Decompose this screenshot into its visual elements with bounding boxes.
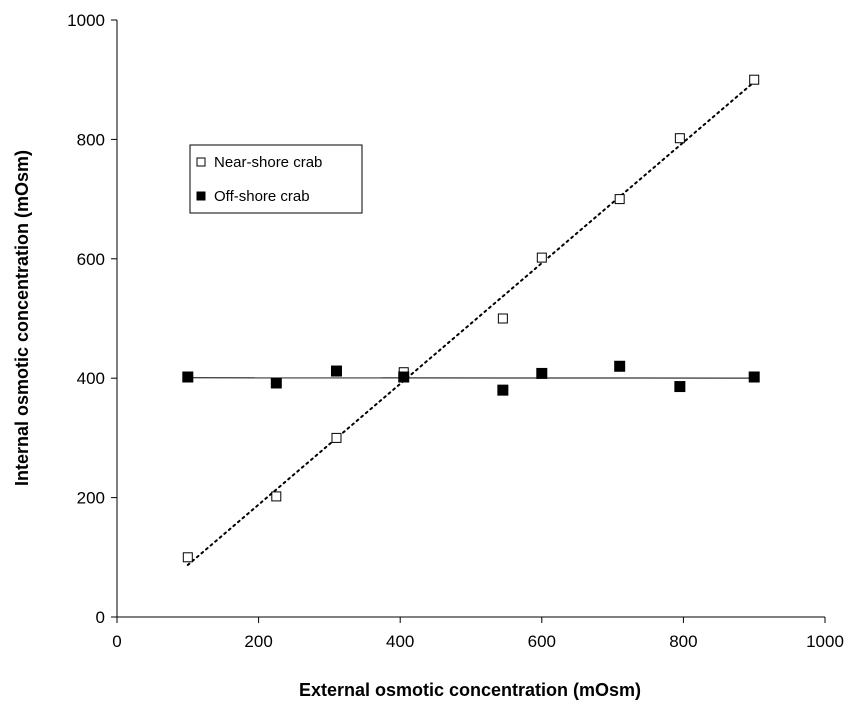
x-tick-label: 0 [112, 632, 121, 651]
near-shore-point [497, 313, 508, 324]
off-shore-point [330, 365, 342, 377]
x-axis-title: External osmotic concentration (mOsm) [299, 680, 641, 700]
y-axis-title: Internal osmotic concentration (mOsm) [12, 150, 32, 486]
x-axis-ticks: 0 200 400 600 800 1000 [112, 617, 844, 651]
legend-label-off-shore: Off-shore crab [214, 188, 310, 205]
off-shore-point [182, 371, 194, 383]
x-tick-label: 800 [669, 632, 697, 651]
x-tick-label: 600 [528, 632, 556, 651]
legend: Near-shore crab Off-shore crab [189, 144, 363, 214]
x-tick-label: 1000 [806, 632, 844, 651]
off-shore-point [497, 384, 509, 396]
off-shore-point [614, 360, 626, 372]
y-tick-label: 1000 [67, 11, 105, 30]
y-tick-label: 0 [96, 608, 105, 627]
trendlines [186, 80, 756, 566]
off-shore-point [748, 371, 760, 383]
y-tick-label: 200 [77, 489, 105, 508]
axes [116, 20, 825, 618]
data-points [182, 74, 760, 563]
legend-label-near-shore: Near-shore crab [214, 154, 322, 171]
x-tick-label: 400 [386, 632, 414, 651]
y-tick-label: 800 [77, 130, 105, 149]
near-shore-point [614, 194, 625, 205]
off-shore-point [536, 367, 548, 379]
legend-marker-off-shore [196, 191, 206, 201]
trendline-series-0 [186, 80, 756, 566]
near-shore-point [674, 133, 685, 144]
y-tick-label: 600 [77, 250, 105, 269]
legend-marker-near-shore [196, 157, 206, 167]
y-tick-label: 400 [77, 369, 105, 388]
near-shore-point [331, 432, 342, 443]
off-shore-point [674, 381, 686, 393]
near-shore-point [182, 552, 193, 563]
near-shore-point [749, 74, 760, 85]
legend-box [189, 144, 363, 214]
x-tick-label: 200 [244, 632, 272, 651]
near-shore-point [536, 252, 547, 263]
y-axis-ticks: 0 200 400 600 800 1000 [67, 11, 117, 627]
near-shore-point [271, 491, 282, 502]
off-shore-point [398, 371, 410, 383]
off-shore-point [270, 377, 282, 389]
